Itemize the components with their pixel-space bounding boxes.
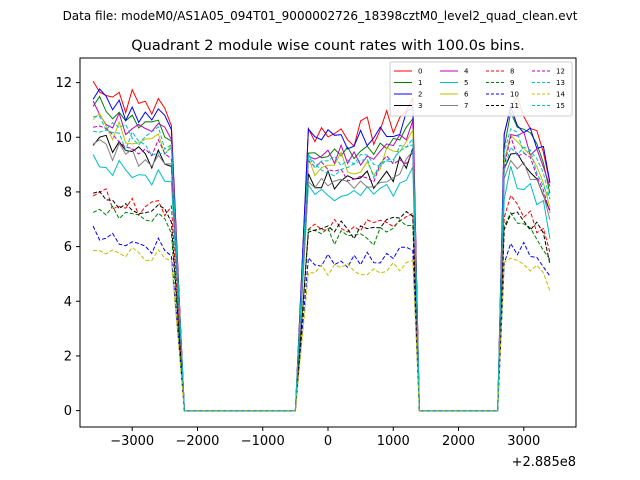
legend-label-12: 12 bbox=[556, 68, 565, 76]
legend-label-7: 7 bbox=[464, 102, 468, 110]
y-tick-label: 8 bbox=[64, 185, 72, 200]
x-tick-label: −2000 bbox=[175, 434, 219, 449]
legend-label-11: 11 bbox=[510, 102, 519, 110]
legend-label-14: 14 bbox=[556, 91, 565, 99]
legend-label-6: 6 bbox=[464, 91, 469, 99]
series-line-10 bbox=[92, 225, 551, 412]
series-line-14 bbox=[93, 246, 551, 412]
x-tick-label: 2000 bbox=[442, 434, 475, 449]
y-tick-label: 6 bbox=[64, 240, 72, 255]
y-axis: 0 2 4 6 8 10 12 bbox=[55, 76, 80, 419]
series-line-5 bbox=[92, 154, 551, 412]
y-tick-label: 4 bbox=[64, 295, 72, 310]
chart-suptitle: Data file: modeM0/AS1A05_094T01_90000027… bbox=[63, 9, 578, 23]
x-offset-label: +2.885e8 bbox=[512, 455, 576, 470]
legend-box bbox=[389, 61, 573, 117]
x-axis: −3000 −2000 −1000 0 1000 2000 3000 bbox=[110, 427, 540, 449]
series-line-1 bbox=[92, 95, 551, 412]
x-tick-label: 3000 bbox=[507, 434, 540, 449]
series-line-8 bbox=[92, 187, 551, 412]
y-tick-label: 0 bbox=[64, 404, 72, 419]
chart-title: Quadrant 2 module wise count rates with … bbox=[131, 38, 525, 54]
series-line-2 bbox=[92, 88, 551, 412]
series-line-11 bbox=[92, 190, 551, 412]
y-tick-label: 2 bbox=[64, 349, 72, 364]
legend-label-15: 15 bbox=[556, 102, 565, 110]
x-tick-label: −3000 bbox=[110, 434, 154, 449]
series-line-0 bbox=[92, 80, 551, 412]
legend-label-10: 10 bbox=[510, 91, 519, 99]
legend-label-5: 5 bbox=[464, 79, 468, 87]
x-tick-label: 1000 bbox=[377, 434, 410, 449]
series-line-12 bbox=[93, 125, 551, 412]
series-line-7 bbox=[92, 139, 551, 412]
legend-label-2: 2 bbox=[418, 91, 422, 99]
legend-label-3: 3 bbox=[418, 102, 422, 110]
legend-label-9: 9 bbox=[510, 79, 514, 87]
legend-label-0: 0 bbox=[418, 68, 422, 76]
series-layer bbox=[92, 80, 551, 412]
legend-label-13: 13 bbox=[556, 79, 565, 87]
legend-label-4: 4 bbox=[464, 68, 469, 76]
x-tick-label: 0 bbox=[324, 434, 332, 449]
y-tick-label: 12 bbox=[55, 76, 72, 91]
y-tick-label: 10 bbox=[55, 131, 72, 146]
legend-label-1: 1 bbox=[418, 79, 422, 87]
series-line-13 bbox=[93, 115, 551, 412]
series-line-15 bbox=[93, 129, 551, 412]
x-tick-label: −1000 bbox=[241, 434, 285, 449]
legend-label-8: 8 bbox=[510, 68, 514, 76]
series-line-9 bbox=[92, 205, 551, 412]
